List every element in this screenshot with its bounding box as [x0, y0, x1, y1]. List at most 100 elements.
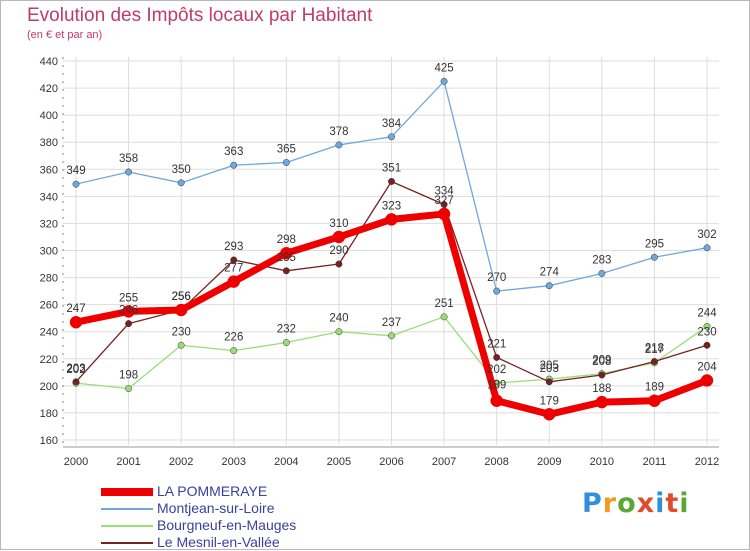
- data-label: 247: [66, 303, 85, 315]
- series-la_pommeraye: [69, 207, 714, 421]
- legend-item-bourgneuf: Bourgneuf-en-Mauges: [101, 517, 296, 534]
- data-label: 188: [592, 383, 611, 395]
- data-point: [125, 385, 133, 393]
- data-point: [69, 315, 83, 329]
- data-label: 202: [66, 364, 85, 376]
- data-label: 378: [329, 126, 348, 138]
- y-tick-label: 420: [40, 83, 58, 95]
- data-point: [177, 341, 185, 349]
- data-label: 205: [540, 360, 559, 372]
- data-label: 351: [382, 162, 401, 174]
- data-point: [280, 246, 293, 260]
- data-point: [595, 395, 609, 409]
- data-label: 202: [487, 364, 506, 376]
- data-label: 310: [329, 218, 348, 230]
- data-label: 334: [434, 185, 454, 197]
- data-point: [282, 159, 290, 166]
- data-point: [703, 244, 711, 252]
- data-label: 189: [487, 380, 506, 392]
- x-tick-label: 2003: [222, 456, 246, 468]
- data-label: 217: [645, 344, 664, 356]
- data-point: [700, 374, 714, 387]
- data-label: 256: [172, 291, 191, 303]
- y-tick-label: 160: [40, 435, 58, 447]
- legend-label: Bourgneuf-en-Mauges: [157, 517, 297, 533]
- data-label: 208: [592, 356, 611, 368]
- data-point: [230, 161, 238, 169]
- data-point: [282, 267, 290, 275]
- y-tick-label: 200: [40, 381, 58, 393]
- data-point: [335, 141, 343, 149]
- data-label: 218: [645, 342, 664, 354]
- data-point: [650, 358, 658, 365]
- data-label: 179: [540, 395, 559, 407]
- data-label: 255: [119, 292, 138, 304]
- data-point: [335, 260, 343, 268]
- data-point: [388, 178, 395, 185]
- data-label: 256: [172, 291, 191, 303]
- data-point: [174, 303, 188, 317]
- logo-letter: r: [602, 488, 618, 519]
- y-tick-label: 260: [40, 300, 58, 312]
- y-tick-label: 340: [40, 191, 58, 203]
- x-tick-label: 2012: [695, 456, 719, 468]
- data-label: 277: [224, 263, 243, 275]
- x-tick-label: 2006: [379, 456, 403, 468]
- data-point: [388, 133, 395, 141]
- labels-bourgneuf: 202 198 230 226 232 240 237 251 202 205 209 217 244: [66, 298, 717, 382]
- data-label: 221: [487, 338, 506, 350]
- data-point: [650, 253, 658, 261]
- logo-letter: o: [617, 488, 637, 519]
- data-label: 350: [172, 164, 191, 176]
- data-point: [440, 77, 448, 85]
- data-point: [703, 341, 711, 349]
- data-point: [335, 328, 343, 336]
- data-point: [125, 168, 133, 176]
- data-label: 349: [66, 165, 85, 177]
- data-label: 198: [119, 370, 138, 382]
- data-label: 251: [434, 298, 453, 310]
- data-label: 274: [540, 267, 560, 279]
- x-tick-label: 2001: [116, 456, 140, 468]
- legend-label: Montjean-sur-Loire: [157, 500, 275, 516]
- data-label: 204: [697, 361, 717, 373]
- data-label: 189: [645, 382, 664, 394]
- data-label: 240: [329, 313, 348, 325]
- data-label: 293: [224, 241, 243, 253]
- logo-letter: i: [655, 488, 666, 519]
- data-label: 283: [592, 255, 611, 267]
- data-point: [545, 282, 553, 290]
- data-label: 203: [66, 363, 85, 375]
- labels-la_pommeraye: 247 255 256 277 298 310 323 327 189 179 188 189 204: [66, 195, 717, 407]
- data-point: [543, 408, 556, 421]
- y-tick-label: 440: [40, 56, 58, 68]
- x-tick-label: 2002: [169, 456, 193, 468]
- labels-le_mesnil: 203 246 256 293 285 290 351 334 221 203 208 218 230: [66, 162, 716, 374]
- data-label: 230: [697, 326, 716, 338]
- y-tick-label: 180: [40, 408, 58, 420]
- proxiti-logo: Proxiti: [582, 488, 690, 519]
- data-label: 365: [277, 144, 296, 156]
- x-tick-label: 2005: [327, 456, 351, 468]
- legend-swatch: [101, 525, 153, 528]
- logo-letter: i: [679, 488, 690, 519]
- y-tick-label: 320: [40, 218, 58, 230]
- data-point: [598, 371, 606, 379]
- logo-letter: t: [665, 488, 680, 519]
- data-label: 230: [172, 326, 191, 338]
- data-point: [490, 394, 503, 407]
- data-label: 226: [224, 332, 243, 344]
- legend-swatch: [101, 508, 153, 511]
- data-point: [282, 339, 290, 346]
- legend-label: LA POMMERAYE: [157, 483, 268, 499]
- legend-item-la_pommeraye: LA POMMERAYE: [101, 483, 296, 500]
- data-label: 270: [487, 272, 506, 284]
- data-label: 244: [697, 307, 717, 319]
- data-point: [440, 201, 448, 208]
- logo-letter: P: [582, 488, 603, 519]
- data-point: [440, 313, 448, 321]
- data-point: [493, 287, 501, 295]
- data-label: 327: [434, 195, 453, 207]
- data-point: [388, 332, 395, 340]
